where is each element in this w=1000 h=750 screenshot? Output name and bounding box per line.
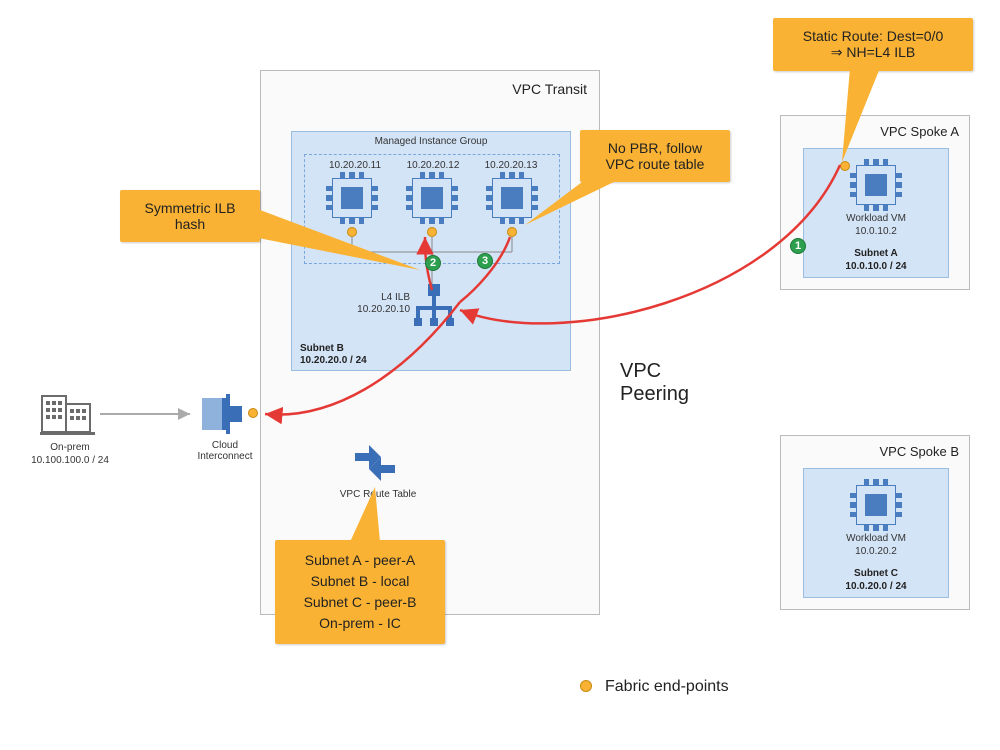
spoke-b-vm-ip: 10.0.20.2 [804,546,948,557]
subnet-a-box: Workload VM 10.0.10.2 Subnet A 10.0.10.0… [803,148,949,278]
subnet-c-name: Subnet C [804,568,948,579]
subnet-c-cidr: 10.0.20.0 / 24 [804,581,948,592]
static-route-callout: Static Route: Dest=0/0 ⇒ NH=L4 ILB [773,18,973,71]
vpc-spoke-b-title: VPC Spoke B [880,444,960,459]
spoke-a-vm-name: Workload VM [804,213,948,224]
subnet-b-box: Managed Instance Group 10.20.20.11 10.20… [291,131,571,371]
ilb-name: L4 ILB [340,292,410,303]
vpc-transit-box: VPC Transit Managed Instance Group 10.20… [260,70,600,615]
route-table-icon [351,441,399,485]
ilb-ip: 10.20.20.10 [340,304,410,315]
route-line-1: Subnet B - local [289,571,431,592]
ilb-icon [414,282,454,326]
legend-dot [580,680,592,692]
vpc-spoke-a-box: VPC Spoke A Workload VM 10.0.10.2 Subnet… [780,115,970,290]
legend-label: Fabric end-points [605,678,729,696]
subnet-a-name: Subnet A [804,248,948,259]
route-table-label: VPC Route Table [323,489,433,500]
route-line-3: On-prem - IC [289,613,431,634]
subnet-a-cidr: 10.0.10.0 / 24 [804,261,948,272]
step-3: 3 [477,253,493,269]
route-line-0: Subnet A - peer-A [289,550,431,571]
vpc-peering-label: VPC Peering [620,360,689,406]
route-table-callout: Subnet A - peer-A Subnet B - local Subne… [275,540,445,644]
route-line-2: Subnet C - peer-B [289,592,431,613]
interconnect-icon [198,392,246,436]
vpc-transit-title: VPC Transit [512,81,587,97]
spoke-a-chip [856,165,896,205]
mig-lines [292,132,572,372]
fabric-dot-spoke-a [840,161,850,171]
step-1: 1 [790,238,806,254]
ilb-hash-callout: Symmetric ILB hash [120,190,260,242]
vpc-spoke-b-box: VPC Spoke B Workload VM 10.0.20.2 Subnet… [780,435,970,610]
onprem-name: On-prem [20,442,120,453]
spoke-b-vm-name: Workload VM [804,533,948,544]
onprem-cidr: 10.100.100.0 / 24 [20,455,120,466]
fabric-dot-ic [248,408,258,418]
subnet-b-cidr: 10.20.20.0 / 24 [300,355,367,366]
step-2: 2 [425,255,441,271]
spoke-b-chip [856,485,896,525]
subnet-c-box: Workload VM 10.0.20.2 Subnet C 10.0.20.0… [803,468,949,598]
no-pbr-callout: No PBR, follow VPC route table [580,130,730,182]
spoke-a-vm-ip: 10.0.10.2 [804,226,948,237]
interconnect-label: Cloud Interconnect [180,440,270,462]
subnet-b-name: Subnet B [300,343,344,354]
vpc-spoke-a-title: VPC Spoke A [880,124,959,139]
onprem-icon [40,390,95,438]
